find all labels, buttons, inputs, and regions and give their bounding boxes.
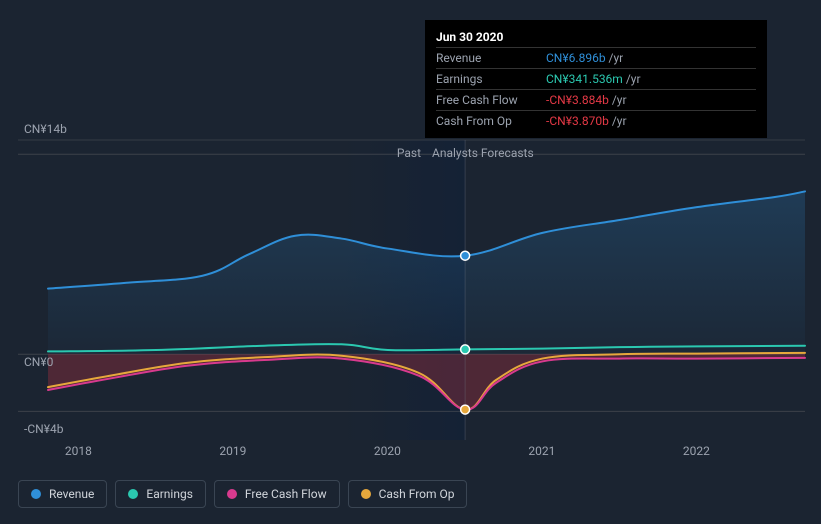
- x-tick-1: 2019: [219, 444, 246, 458]
- tooltip-label: Revenue: [436, 48, 546, 69]
- tooltip-row-earnings: Earnings CN¥341.536m /yr: [436, 69, 756, 90]
- legend-label: Free Cash Flow: [245, 487, 327, 501]
- legend-swatch: [31, 489, 41, 499]
- x-tick-2: 2020: [374, 444, 401, 458]
- legend-swatch: [361, 489, 371, 499]
- chart-tooltip: Jun 30 2020 Revenue CN¥6.896b /yr Earnin…: [425, 20, 767, 138]
- tooltip-unit: /yr: [609, 51, 624, 65]
- legend-label: Revenue: [49, 487, 94, 501]
- y-grid-label-0: CN¥14b: [24, 122, 67, 136]
- tooltip-unit: /yr: [626, 72, 641, 86]
- legend-label: Earnings: [146, 487, 193, 501]
- legend-item-earnings[interactable]: Earnings: [115, 480, 206, 508]
- tooltip-date: Jun 30 2020: [436, 27, 756, 47]
- x-tick-4: 2022: [683, 444, 710, 458]
- earnings-chart: { "chart": { "type": "line-area", "width…: [0, 0, 821, 524]
- tooltip-label: Earnings: [436, 69, 546, 90]
- tooltip-unit: /yr: [612, 93, 627, 107]
- tooltip-row-revenue: Revenue CN¥6.896b /yr: [436, 48, 756, 69]
- forecast-label: Analysts Forecasts: [432, 146, 534, 160]
- legend-swatch: [227, 489, 237, 499]
- tooltip-value: -CN¥3.884b: [546, 93, 609, 107]
- y-grid-label-2: -CN¥4b: [24, 422, 63, 436]
- legend-label: Cash From Op: [379, 487, 455, 501]
- legend-item-revenue[interactable]: Revenue: [18, 480, 107, 508]
- tooltip-row-cfo: Cash From Op -CN¥3.870b /yr: [436, 111, 756, 132]
- legend-swatch: [128, 489, 138, 499]
- tooltip-label: Free Cash Flow: [436, 90, 546, 111]
- tooltip-value: -CN¥3.870b: [546, 114, 609, 128]
- legend-item-cash-from-op[interactable]: Cash From Op: [348, 480, 468, 508]
- past-label: Past: [397, 146, 421, 160]
- tooltip-unit: /yr: [612, 114, 627, 128]
- tooltip-value: CN¥341.536m: [546, 72, 623, 86]
- tooltip-label: Cash From Op: [436, 111, 546, 132]
- tooltip-value: CN¥6.896b: [546, 51, 606, 65]
- x-tick-0: 2018: [65, 444, 92, 458]
- tooltip-row-fcf: Free Cash Flow -CN¥3.884b /yr: [436, 90, 756, 111]
- legend-item-free-cash-flow[interactable]: Free Cash Flow: [214, 480, 340, 508]
- chart-legend: Revenue Earnings Free Cash Flow Cash Fro…: [18, 480, 467, 508]
- y-grid-label-1: CN¥0: [24, 355, 53, 369]
- x-tick-3: 2021: [528, 444, 555, 458]
